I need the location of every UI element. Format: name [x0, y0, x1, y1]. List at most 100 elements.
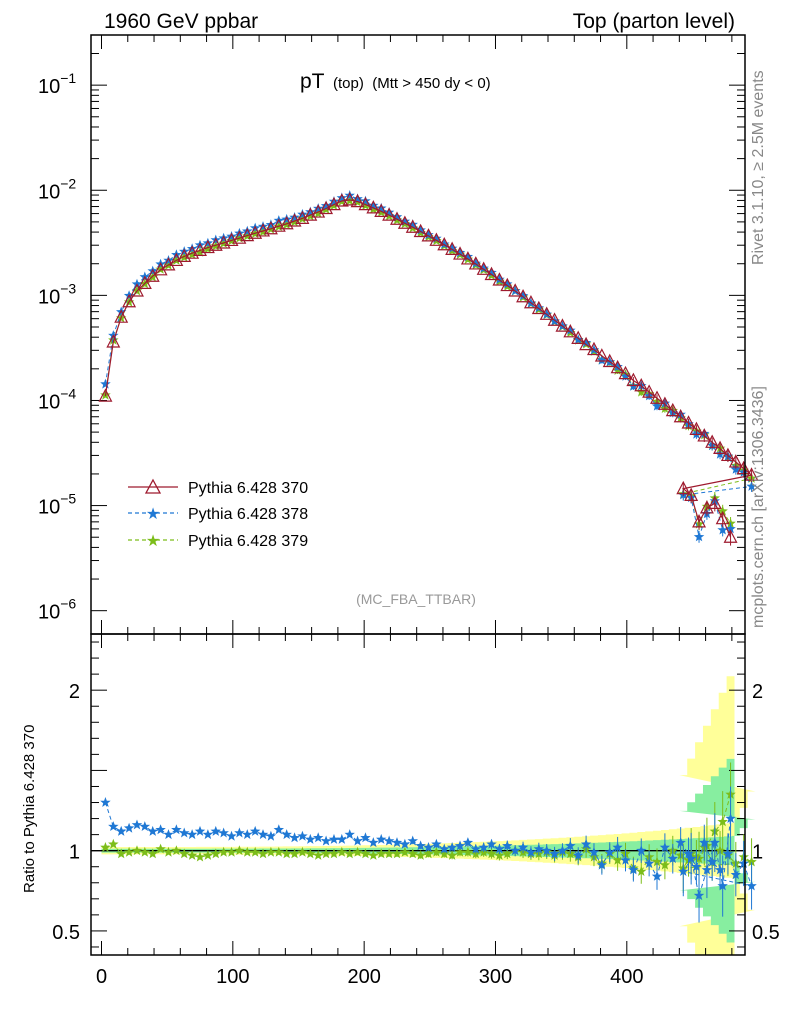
point-370: [650, 390, 665, 404]
plot-title-sub2: (Mtt > 450 dy < 0): [372, 75, 490, 92]
point-378: [320, 200, 332, 211]
ratio-point-379: [446, 850, 458, 860]
point-378: [360, 195, 371, 206]
ratio-point-379: [155, 843, 166, 854]
point-378: [693, 531, 705, 542]
point-378: [352, 193, 363, 204]
ratio-point-378: [360, 832, 371, 843]
ratio-y-tick-label-right: 1: [752, 842, 763, 864]
point-370: [358, 196, 373, 211]
ratio-point-378: [699, 837, 710, 848]
ratio-point-379: [202, 850, 214, 860]
ratio-point-379: [502, 848, 513, 859]
ratio-point-378: [620, 854, 631, 865]
ratio-point-379: [163, 846, 174, 857]
ratio-point-379: [242, 846, 253, 857]
ratio-point-378: [344, 829, 355, 840]
point-370: [634, 377, 649, 392]
ratio-point-378: [580, 838, 592, 849]
point-378: [533, 302, 545, 313]
ratio-point-379: [171, 845, 182, 856]
ratio-point-378: [714, 864, 726, 875]
point-378: [612, 361, 623, 372]
ratio-point-378: [667, 853, 678, 864]
ratio-point-378: [210, 825, 221, 836]
point-370: [586, 341, 601, 356]
point-378: [265, 219, 277, 230]
point-370: [413, 223, 428, 238]
ratio-point-378: [683, 848, 694, 859]
ratio-point-378: [242, 829, 253, 840]
legend-marker-370: [144, 478, 162, 494]
ratio-point-379: [281, 848, 292, 859]
point-378: [344, 190, 355, 200]
point-370: [610, 359, 625, 374]
ratio-point-379: [383, 848, 395, 859]
point-370: [563, 324, 578, 338]
point-370: [129, 283, 144, 297]
point-370: [366, 200, 381, 214]
point-378: [494, 274, 505, 284]
point-370: [692, 514, 707, 528]
ratio-point-378: [557, 845, 568, 856]
point-379: [108, 334, 119, 345]
point-379: [636, 386, 647, 397]
ratio-point-379: [368, 850, 379, 860]
ratio-point-379: [360, 848, 371, 859]
point-378: [478, 262, 489, 273]
x-tick-label: 200: [347, 966, 380, 988]
point-370: [248, 225, 263, 239]
ratio-point-378: [439, 843, 450, 854]
ratio-point-378: [407, 835, 418, 846]
ratio-point-379: [179, 848, 190, 859]
point-378: [580, 337, 592, 348]
ratio-point-379: [344, 848, 355, 859]
legend-entry-378: ★ Pythia 6.428 378: [128, 506, 308, 523]
ratio-point-379: [439, 848, 450, 859]
point-379: [155, 263, 166, 274]
point-378: [242, 225, 253, 236]
ratio-point-378: [717, 880, 728, 891]
point-370: [106, 334, 121, 348]
ratio-point-379: [376, 848, 387, 859]
point-370: [579, 336, 594, 351]
mcplots-note: mcplots.cern.ch [arXiv:1306.3436]: [750, 386, 767, 628]
point-378: [257, 221, 269, 232]
ratio-frame: [90, 633, 746, 956]
y-tick-label: 10−3: [38, 280, 76, 308]
ratio-point-378: [218, 827, 229, 838]
x-tick-label: 300: [479, 966, 512, 988]
ratio-point-379: [194, 851, 206, 862]
ratio-point-378: [730, 869, 741, 880]
point-370: [114, 309, 129, 323]
point-370: [153, 262, 168, 276]
y-tick-label: 10−1: [38, 70, 76, 98]
ratio-point-379: [494, 850, 505, 860]
ratio-point-379: [659, 859, 671, 870]
ratio-point-379: [116, 848, 127, 859]
ratio-point-379: [714, 845, 726, 856]
point-378: [725, 523, 736, 534]
ratio-point-378: [431, 838, 442, 849]
ratio-point-378: [376, 833, 387, 844]
ratio-point-378: [478, 842, 489, 852]
y-tick-label: 10−6: [38, 596, 76, 624]
ratio-point-378: [202, 829, 214, 840]
ratio-y-tick-label-right: 2: [752, 681, 763, 703]
ratio-point-378: [470, 843, 481, 854]
ratio-point-378: [565, 840, 576, 851]
ratio-point-379: [234, 845, 245, 856]
point-370: [665, 402, 680, 417]
main-series: [98, 190, 759, 546]
point-370: [350, 193, 365, 208]
point-378: [305, 206, 316, 217]
point-378: [226, 231, 237, 241]
ratio-point-378: [305, 833, 316, 844]
point-378: [439, 238, 450, 249]
legend-entry-379: ★ Pythia 6.428 379: [128, 533, 308, 550]
legend-entry-370: Pythia 6.428 370: [128, 478, 308, 497]
x-tick-label: 100: [216, 966, 249, 988]
ratio-point-378: [509, 845, 521, 856]
ratio-axes: 0 100 200 300 400 2 2 1 1 0.5 0.5: [52, 634, 780, 988]
point-370: [437, 236, 452, 251]
